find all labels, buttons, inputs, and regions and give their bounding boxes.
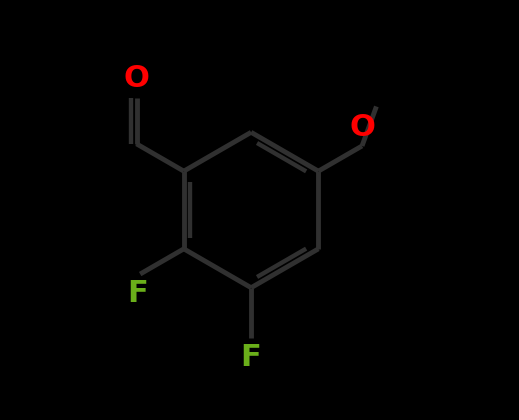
Text: F: F <box>241 343 262 372</box>
Text: O: O <box>349 113 375 142</box>
Text: F: F <box>128 279 148 308</box>
Text: O: O <box>124 63 149 93</box>
